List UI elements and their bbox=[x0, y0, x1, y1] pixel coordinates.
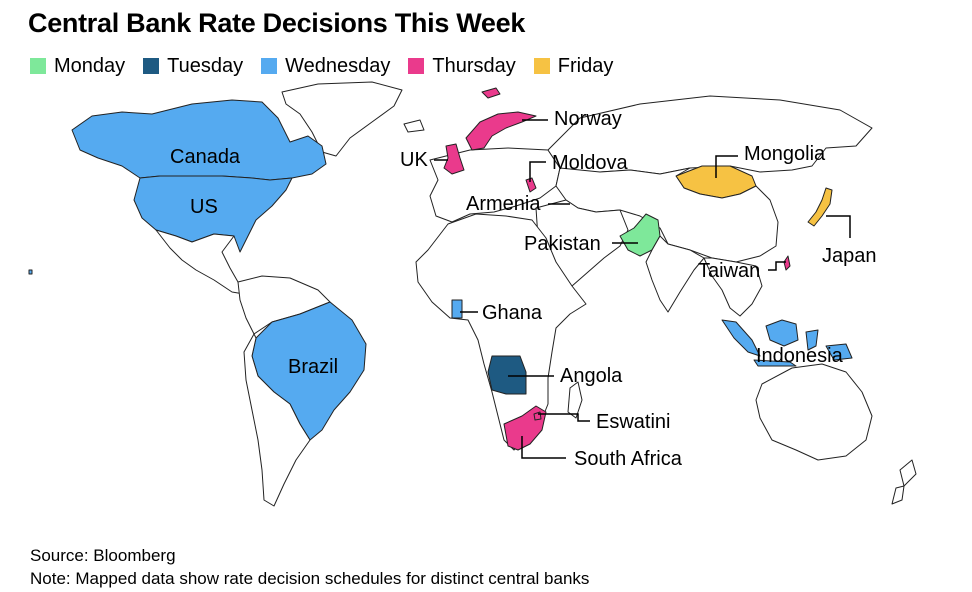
country-angola bbox=[487, 355, 527, 395]
legend-swatch-friday bbox=[533, 58, 550, 74]
label-eswatini: Eswatini bbox=[596, 411, 670, 433]
country-eswatini bbox=[533, 411, 542, 421]
label-taiwan: Taiwan bbox=[698, 260, 760, 282]
mexico-central-america-shape bbox=[155, 229, 245, 295]
country-norway bbox=[465, 111, 537, 151]
southeast-asia-shape bbox=[703, 257, 763, 317]
legend-item-thursday: Thursday bbox=[408, 54, 516, 78]
leader-line-eswatini bbox=[538, 413, 590, 422]
label-uk: UK bbox=[400, 149, 428, 171]
label-indonesia: Indonesia bbox=[756, 345, 844, 367]
greenland-shape bbox=[281, 81, 403, 157]
country-japan bbox=[807, 187, 833, 227]
legend-label-monday: Monday bbox=[54, 54, 126, 77]
label-moldova: Moldova bbox=[552, 152, 628, 174]
country-taiwan bbox=[783, 255, 791, 271]
legend-label-friday: Friday bbox=[557, 54, 614, 77]
legend-swatch-wednesday bbox=[261, 58, 278, 74]
legend-item-monday: Monday bbox=[30, 55, 125, 78]
madagascar-shape bbox=[567, 381, 583, 419]
source-text: Source: Bloomberg bbox=[30, 546, 176, 565]
country-indonesia bbox=[721, 319, 853, 367]
southern-south-america-shape bbox=[243, 333, 311, 507]
legend-label-wednesday: Wednesday bbox=[285, 54, 391, 77]
legend-label-tuesday: Tuesday bbox=[167, 54, 244, 77]
label-canada: Canada bbox=[170, 146, 241, 168]
label-norway: Norway bbox=[554, 108, 622, 130]
legend-label-thursday: Thursday bbox=[432, 54, 516, 77]
legend-item-wednesday: Wednesday bbox=[261, 55, 390, 78]
label-us: US bbox=[190, 196, 218, 218]
label-mongolia: Mongolia bbox=[744, 143, 826, 165]
india-shape bbox=[645, 235, 705, 313]
label-armenia: Armenia bbox=[466, 193, 541, 215]
chart-title: Central Bank Rate Decisions This Week bbox=[28, 8, 526, 38]
leader-line-japan bbox=[826, 215, 851, 238]
new-zealand-shape bbox=[891, 459, 917, 505]
iceland-shape bbox=[403, 119, 425, 133]
legend-item-tuesday: Tuesday bbox=[143, 55, 243, 78]
label-south-africa: South Africa bbox=[574, 448, 683, 470]
label-ghana: Ghana bbox=[482, 302, 543, 324]
label-angola: Angola bbox=[560, 365, 623, 387]
leader-line-moldova bbox=[529, 161, 546, 182]
legend-swatch-tuesday bbox=[143, 58, 160, 74]
label-pakistan: Pakistan bbox=[524, 233, 601, 255]
leader-line-taiwan bbox=[768, 261, 786, 271]
country-svalbard bbox=[481, 87, 501, 99]
legend-item-friday: Friday bbox=[533, 54, 614, 78]
country-ghana bbox=[451, 299, 463, 319]
label-brazil: Brazil bbox=[288, 356, 338, 378]
country-canada bbox=[71, 99, 327, 181]
legend-swatch-thursday bbox=[408, 58, 425, 74]
label-japan: Japan bbox=[822, 245, 877, 267]
country-hawaii bbox=[28, 269, 33, 275]
note-text: Note: Mapped data show rate decision sch… bbox=[30, 569, 590, 588]
leader-line-south-africa bbox=[521, 436, 566, 459]
legend: Monday Tuesday Wednesday Thursday Friday bbox=[30, 54, 631, 78]
australia-shape bbox=[755, 363, 873, 461]
legend-swatch-monday bbox=[30, 58, 46, 74]
leader-line-mongolia bbox=[715, 155, 738, 178]
